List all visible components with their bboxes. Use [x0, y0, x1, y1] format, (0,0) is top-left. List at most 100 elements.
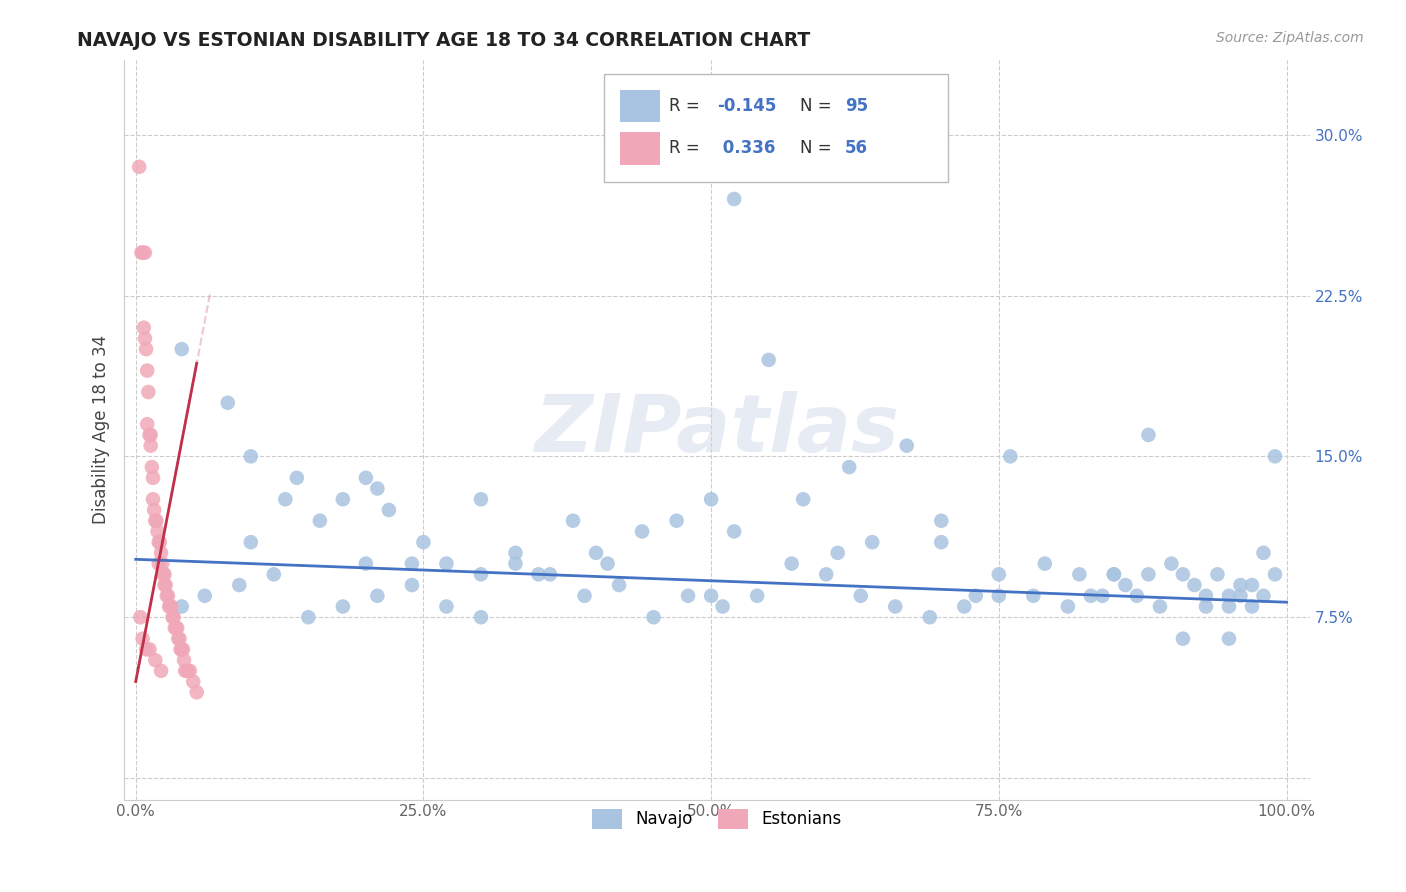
Point [1022, 589, 1045, 603]
Point [135, 642, 157, 657]
Point [1218, 632, 1240, 646]
Point [143, 503, 166, 517]
Text: R =: R = [669, 97, 706, 115]
Point [929, 535, 952, 549]
Point [1091, 589, 1114, 603]
Point [139, 428, 162, 442]
Point [332, 492, 354, 507]
Point [965, 589, 987, 603]
Point [747, 589, 769, 603]
Point [1171, 567, 1194, 582]
Point [436, 557, 458, 571]
Point [562, 514, 585, 528]
Point [138, 428, 160, 442]
Text: ZIPatlas: ZIPatlas [534, 391, 900, 468]
Point [1264, 567, 1286, 582]
Point [163, 621, 186, 635]
Point [173, 653, 195, 667]
FancyBboxPatch shape [620, 132, 659, 165]
Point [138, 642, 160, 657]
Point [860, 535, 883, 549]
Point [135, 342, 157, 356]
Point [884, 599, 907, 614]
Point [143, 653, 166, 667]
Point [156, 589, 179, 603]
Point [780, 557, 803, 571]
FancyBboxPatch shape [620, 90, 659, 122]
Point [436, 599, 458, 614]
Point [142, 492, 165, 507]
Point [131, 632, 153, 646]
Point [987, 567, 1010, 582]
Point [470, 492, 492, 507]
Point [596, 557, 619, 571]
Point [148, 557, 170, 571]
Text: 95: 95 [845, 97, 868, 115]
Text: 56: 56 [845, 139, 868, 157]
Point [953, 599, 976, 614]
Point [170, 342, 193, 356]
Point [159, 599, 181, 614]
Point [1149, 599, 1171, 614]
Point [401, 557, 423, 571]
Text: N =: N = [800, 139, 837, 157]
Point [136, 363, 159, 377]
Point [505, 546, 527, 560]
Point [150, 557, 173, 571]
Point [643, 610, 665, 624]
Point [162, 610, 184, 624]
Point [1000, 450, 1022, 464]
Point [176, 664, 198, 678]
Point [131, 245, 153, 260]
Point [378, 503, 401, 517]
Point [1102, 567, 1125, 582]
Point [141, 460, 163, 475]
Point [153, 578, 176, 592]
Point [285, 471, 308, 485]
Text: N =: N = [800, 97, 837, 115]
Point [138, 384, 160, 399]
Point [1195, 589, 1218, 603]
Point [1033, 557, 1056, 571]
Text: -0.145: -0.145 [717, 97, 776, 115]
Point [412, 535, 434, 549]
Point [169, 632, 191, 646]
Point [172, 642, 194, 657]
Point [297, 610, 319, 624]
Point [134, 245, 156, 260]
Point [700, 589, 723, 603]
Point [163, 610, 186, 624]
FancyBboxPatch shape [605, 74, 948, 182]
Point [354, 471, 377, 485]
Point [143, 514, 166, 528]
Point [155, 578, 177, 592]
Point [918, 610, 941, 624]
Point [929, 514, 952, 528]
Point [527, 567, 550, 582]
Point [1206, 567, 1229, 582]
Point [538, 567, 561, 582]
Point [1229, 578, 1251, 592]
Point [217, 396, 239, 410]
Text: 0.336: 0.336 [717, 139, 775, 157]
Point [239, 535, 262, 549]
Point [149, 535, 172, 549]
Point [1080, 589, 1102, 603]
Point [792, 492, 814, 507]
Point [1253, 589, 1275, 603]
Point [470, 610, 492, 624]
Point [274, 492, 297, 507]
Point [132, 320, 155, 334]
Point [174, 664, 197, 678]
Point [896, 439, 918, 453]
Point [1114, 578, 1136, 592]
Point [1184, 578, 1206, 592]
Point [723, 192, 745, 206]
Point [700, 492, 723, 507]
Point [758, 352, 780, 367]
Point [1229, 589, 1251, 603]
Point [160, 599, 183, 614]
Point [170, 642, 193, 657]
Point [165, 621, 187, 635]
Point [139, 439, 162, 453]
